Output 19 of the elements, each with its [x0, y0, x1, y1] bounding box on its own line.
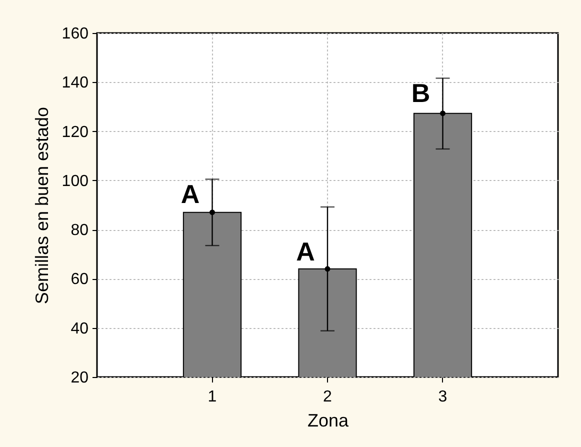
- y-tick-label: 40: [70, 320, 89, 338]
- point: [440, 110, 446, 116]
- point: [324, 266, 330, 272]
- y-tick-label: 140: [62, 74, 89, 92]
- y-tick-label: 100: [62, 172, 89, 190]
- x-axis-title: Zona: [307, 410, 350, 430]
- annotation: A: [180, 179, 200, 210]
- x-tick-label: 1: [208, 388, 217, 406]
- y-tick-label: 120: [62, 124, 89, 141]
- x-tick-label: 3: [438, 388, 448, 406]
- annotation: B: [411, 78, 430, 108]
- y-tick-label: 60: [70, 271, 89, 288]
- x-tick-label: 2: [323, 388, 332, 406]
- annotation: A: [296, 236, 316, 267]
- point: [210, 210, 215, 216]
- y-tick-label: 80: [70, 222, 89, 240]
- y-axis-title: Semillas en buen estado: [32, 106, 52, 304]
- y-tick-label: 160: [62, 26, 89, 42]
- y-tick-label: 20: [70, 370, 89, 386]
